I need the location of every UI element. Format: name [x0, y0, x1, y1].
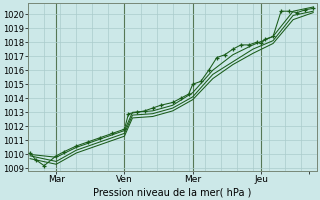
X-axis label: Pression niveau de la mer( hPa ): Pression niveau de la mer( hPa ) [93, 187, 252, 197]
